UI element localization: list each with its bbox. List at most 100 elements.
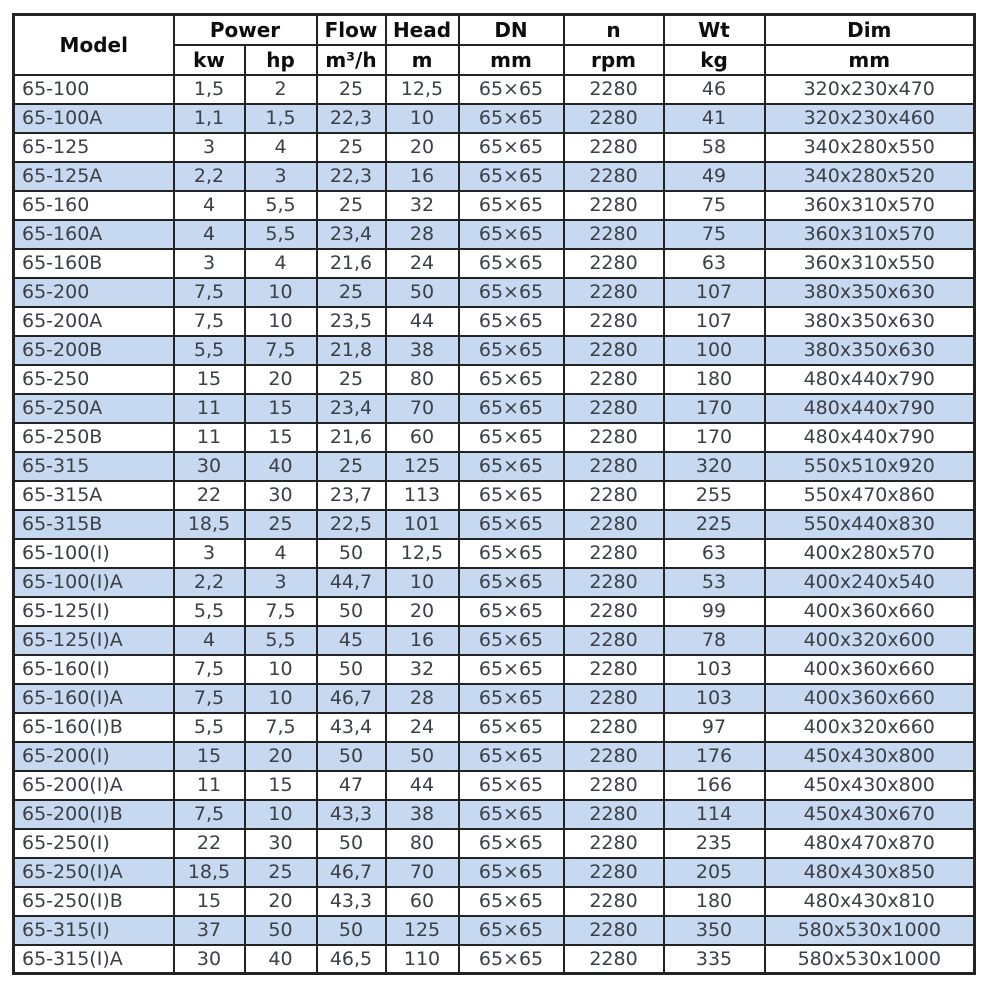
cell-dn: 65×65	[457, 595, 565, 627]
table-body: 65-100 1,5 2 25 12,5 65×65 2280 46 320x230x470 65…	[12, 73, 976, 975]
cell-power-hp: 5,5	[243, 218, 318, 250]
cell-head: 50	[384, 276, 460, 308]
cell-flow: 23,4	[315, 218, 387, 250]
cell-dn: 65×65	[457, 479, 565, 511]
cell-n: 2280	[562, 131, 665, 163]
cell-power-kw: 5,5	[172, 711, 246, 743]
cell-n: 2280	[562, 914, 665, 946]
cell-wt: 75	[662, 218, 766, 250]
table-row: 65-250A 11 15 23,4 70 65×65 2280 170 480x440x790	[12, 392, 976, 424]
cell-flow: 46,7	[315, 856, 387, 888]
cell-power-hp: 10	[243, 305, 318, 337]
cell-model: 65-250B	[12, 421, 175, 453]
cell-n: 2280	[562, 189, 665, 221]
cell-model: 65-125A	[12, 160, 175, 192]
cell-model: 65-160(I)B	[12, 711, 175, 743]
cell-power-hp: 15	[243, 392, 318, 424]
cell-power-hp: 25	[243, 856, 318, 888]
cell-model: 65-160A	[12, 218, 175, 250]
cell-power-hp: 2	[243, 73, 318, 105]
cell-n: 2280	[562, 421, 665, 453]
cell-n: 2280	[562, 624, 665, 656]
cell-dn: 65×65	[457, 537, 565, 569]
cell-power-kw: 30	[172, 943, 246, 975]
cell-model: 65-200A	[12, 305, 175, 337]
cell-flow: 25	[315, 131, 387, 163]
cell-model: 65-315B	[12, 508, 175, 540]
cell-dim: 480x470x870	[763, 827, 976, 859]
header-row-groups: Model Power Flow Head DN n Wt Dim	[12, 13, 976, 76]
cell-n: 2280	[562, 856, 665, 888]
cell-power-kw: 7,5	[172, 276, 246, 308]
cell-head: 10	[384, 102, 460, 134]
cell-power-kw: 4	[172, 189, 246, 221]
cell-n: 2280	[562, 769, 665, 801]
table-row: 65-200(I)B 7,5 10 43,3 38 65×65 2280 114 450x430…	[12, 798, 976, 830]
cell-flow: 21,8	[315, 334, 387, 366]
cell-power-hp: 7,5	[243, 334, 318, 366]
table-row: 65-200A 7,5 10 23,5 44 65×65 2280 107 380x350x63…	[12, 305, 976, 337]
table-row: 65-315 30 40 25 125 65×65 2280 320 550x510x920	[12, 450, 976, 482]
cell-power-kw: 5,5	[172, 595, 246, 627]
cell-n: 2280	[562, 508, 665, 540]
cell-dn: 65×65	[457, 102, 565, 134]
table-row: 65-125A 2,2 3 22,3 16 65×65 2280 49 340x280x520	[12, 160, 976, 192]
cell-dim: 360x310x570	[763, 218, 976, 250]
cell-n: 2280	[562, 363, 665, 395]
cell-dn: 65×65	[457, 653, 565, 685]
cell-dn: 65×65	[457, 769, 565, 801]
cell-n: 2280	[562, 102, 665, 134]
cell-dn: 65×65	[457, 334, 565, 366]
cell-power-kw: 1,5	[172, 73, 246, 105]
cell-n: 2280	[562, 740, 665, 772]
cell-dim: 400x360x660	[763, 595, 976, 627]
cell-model: 65-250	[12, 363, 175, 395]
cell-power-hp: 20	[243, 363, 318, 395]
cell-head: 28	[384, 218, 460, 250]
cell-power-kw: 7,5	[172, 798, 246, 830]
cell-dn: 65×65	[457, 450, 565, 482]
cell-flow: 23,7	[315, 479, 387, 511]
cell-power-hp: 30	[243, 479, 318, 511]
cell-head: 44	[384, 305, 460, 337]
header-row-units: kw hp m³/h m mm rpm kg mm	[14, 43, 976, 76]
cell-dn: 65×65	[457, 160, 565, 192]
cell-power-kw: 7,5	[172, 305, 246, 337]
cell-dim: 450x430x800	[763, 769, 976, 801]
cell-model: 65-315(I)A	[12, 943, 175, 975]
cell-dn: 65×65	[457, 798, 565, 830]
cell-power-kw: 22	[172, 479, 246, 511]
cell-dn: 65×65	[457, 189, 565, 221]
header-dn: DN	[457, 13, 565, 46]
table-header: Model Power Flow Head DN n Wt Dim kw hp …	[12, 13, 976, 76]
cell-model: 65-100(I)A	[12, 566, 175, 598]
cell-dn: 65×65	[457, 943, 565, 975]
cell-power-kw: 5,5	[172, 334, 246, 366]
cell-n: 2280	[562, 276, 665, 308]
cell-wt: 114	[662, 798, 766, 830]
cell-flow: 50	[315, 827, 387, 859]
cell-flow: 21,6	[315, 247, 387, 279]
cell-dim: 580x530x1000	[763, 914, 976, 946]
cell-power-kw: 18,5	[172, 856, 246, 888]
cell-flow: 23,4	[315, 392, 387, 424]
cell-n: 2280	[562, 247, 665, 279]
cell-power-hp: 20	[243, 740, 318, 772]
cell-head: 38	[384, 798, 460, 830]
cell-head: 32	[384, 653, 460, 685]
cell-wt: 176	[662, 740, 766, 772]
cell-dim: 320x230x460	[763, 102, 976, 134]
cell-n: 2280	[562, 305, 665, 337]
cell-head: 20	[384, 595, 460, 627]
table-row: 65-100A 1,1 1,5 22,3 10 65×65 2280 41 320x230x46…	[12, 102, 976, 134]
table-row: 65-315(I)A 30 40 46,5 110 65×65 2280 335 580x530…	[12, 943, 976, 975]
cell-dn: 65×65	[457, 421, 565, 453]
cell-power-kw: 11	[172, 769, 246, 801]
cell-wt: 205	[662, 856, 766, 888]
header-model: Model	[12, 13, 175, 76]
cell-model: 65-200(I)B	[12, 798, 175, 830]
cell-power-kw: 7,5	[172, 653, 246, 685]
cell-model: 65-250(I)	[12, 827, 175, 859]
cell-model: 65-315	[12, 450, 175, 482]
cell-power-hp: 20	[243, 885, 318, 917]
